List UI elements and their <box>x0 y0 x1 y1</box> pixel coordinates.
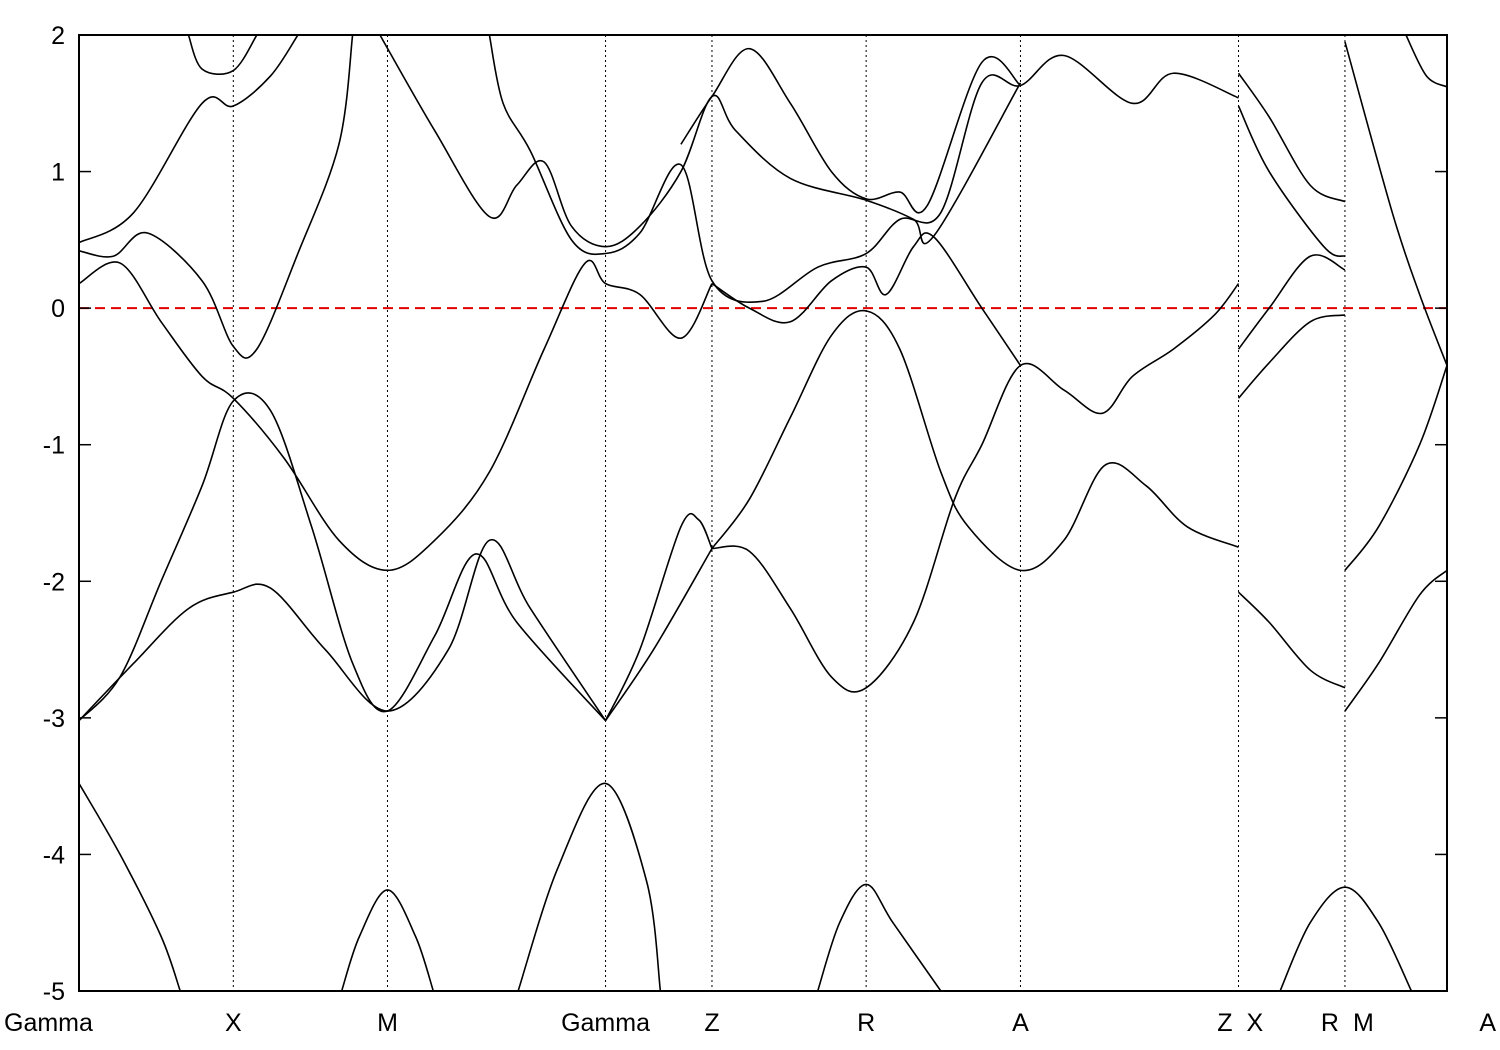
y-tick-label: 2 <box>51 22 65 50</box>
band-lines <box>79 35 1447 991</box>
x-kpoint-label: R <box>857 1009 875 1037</box>
band-line <box>680 47 1022 214</box>
band-line <box>488 35 1239 304</box>
band-line <box>1237 314 1346 399</box>
x-kpoint-label: X <box>1247 1009 1264 1037</box>
band-line <box>1344 569 1447 712</box>
band-line <box>1237 591 1346 689</box>
band-line <box>79 538 607 722</box>
band-line <box>187 35 258 75</box>
x-kpoint-label: A <box>1479 1009 1496 1037</box>
band-line <box>379 35 1022 248</box>
band-line <box>1344 365 1447 571</box>
band-line <box>816 883 942 991</box>
y-tick-label: 0 <box>51 295 65 323</box>
band-line <box>79 259 713 572</box>
band-line <box>1237 72 1346 203</box>
x-kpoint-label: A <box>1012 1009 1029 1037</box>
x-kpoint-label: Gamma <box>561 1009 650 1037</box>
band-line <box>711 309 1239 572</box>
band-line <box>1237 254 1346 350</box>
y-tick-label: 1 <box>51 159 65 187</box>
x-kpoint-label: M <box>1353 1009 1374 1037</box>
y-tick-label: -3 <box>43 705 65 733</box>
band-line <box>79 35 354 359</box>
y-tick-label: -1 <box>43 432 65 460</box>
x-axis-kpoint-labels: Gamma X M Gamma Z R A Z X R M A <box>4 1009 1496 1037</box>
band-line <box>711 283 1240 693</box>
x-kpoint-label: Z <box>704 1009 719 1037</box>
kpoint-gridlines <box>232 35 1346 991</box>
band-line <box>1279 886 1413 991</box>
x-kpoint-label: M <box>377 1009 398 1037</box>
x-kpoint-label: R <box>1321 1009 1339 1037</box>
band-line <box>604 512 713 721</box>
band-line <box>79 35 299 244</box>
band-line <box>517 782 662 991</box>
band-line <box>1237 105 1346 258</box>
x-kpoint-label: Z <box>1217 1009 1232 1037</box>
y-axis-ticks: -5 -4 -3 -2 -1 0 1 2 <box>43 22 1447 1006</box>
y-tick-label: -2 <box>43 568 65 596</box>
plot-frame <box>78 34 1448 992</box>
x-kpoint-label: Gamma <box>4 1009 93 1037</box>
x-kpoint-label: X <box>225 1009 242 1037</box>
y-tick-label: -5 <box>43 978 65 1006</box>
band-line <box>79 783 181 991</box>
band-line <box>711 232 1022 366</box>
band-line <box>604 548 713 722</box>
band-line <box>79 392 607 722</box>
band-line <box>340 889 435 991</box>
y-tick-label: -4 <box>43 841 65 869</box>
band-line <box>1344 41 1447 366</box>
band-line <box>1405 35 1447 88</box>
